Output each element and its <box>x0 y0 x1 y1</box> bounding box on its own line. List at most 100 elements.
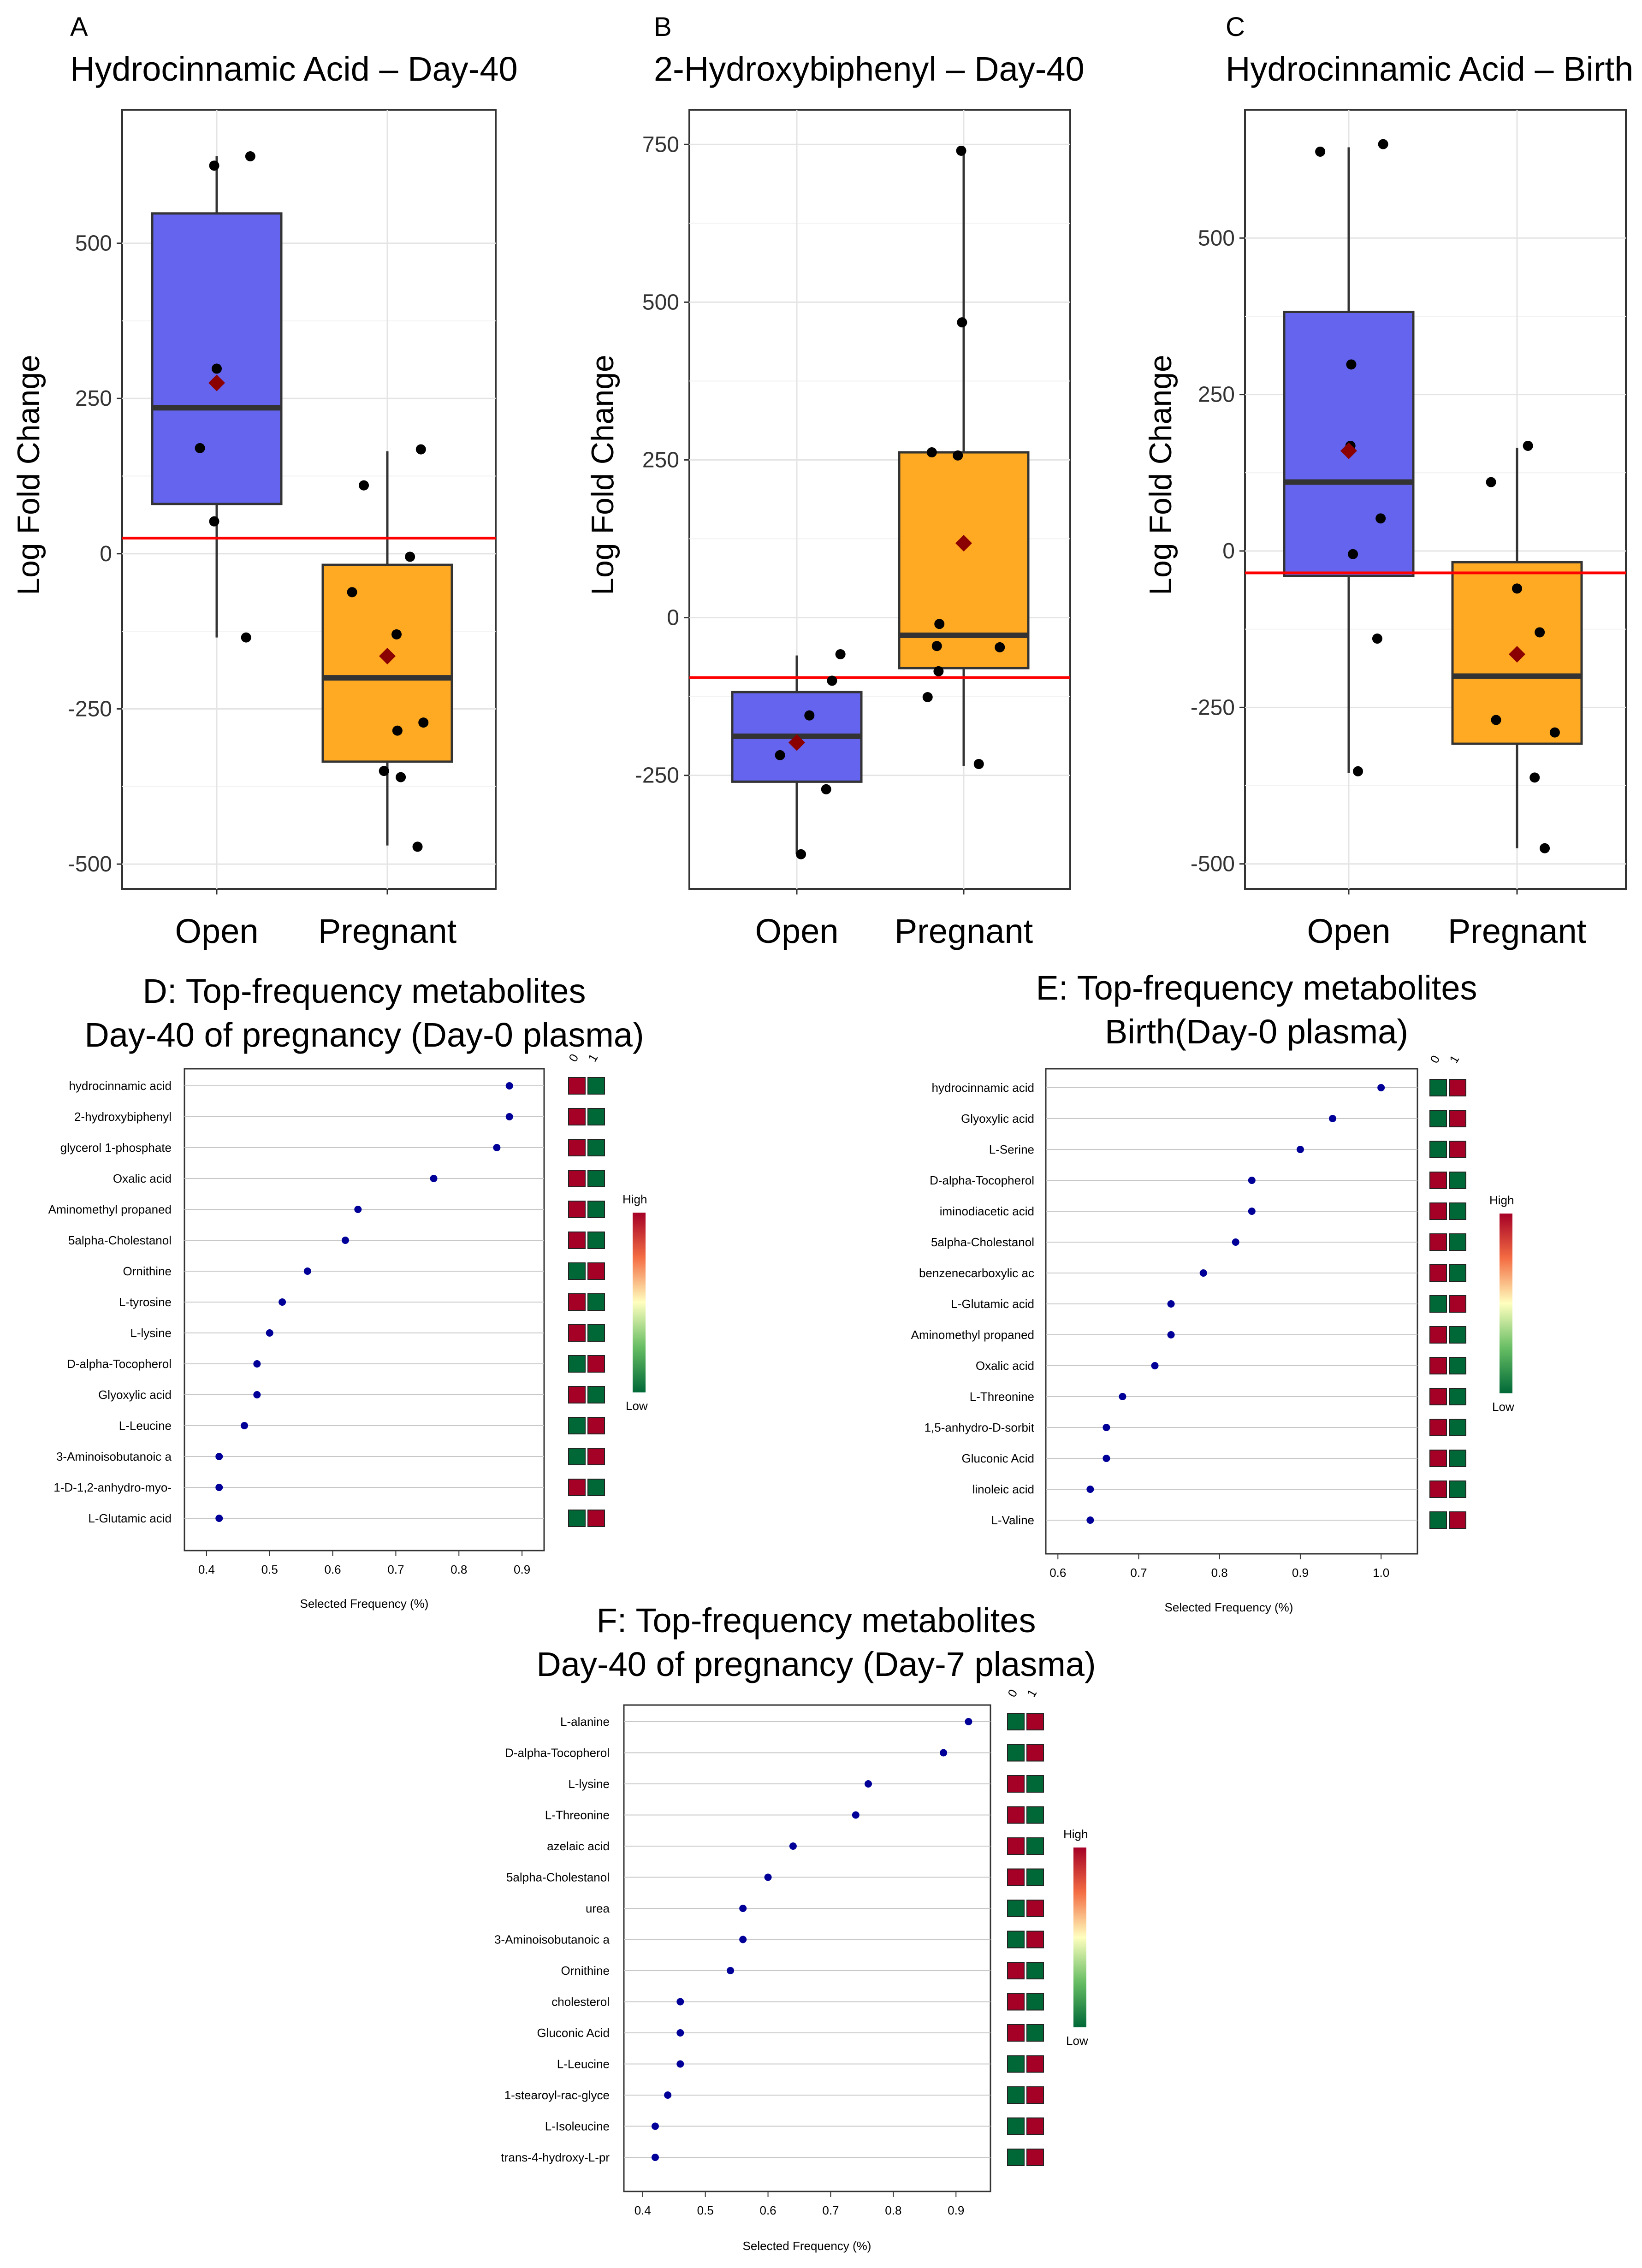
panel-b-data-point <box>973 759 984 770</box>
panel-e-x-tick-label: 0.7 <box>1130 1566 1147 1580</box>
panel-f-title-line-2: Day-40 of pregnancy (Day-7 plasma) <box>536 1645 1096 1683</box>
panel-e-heat-cell <box>1429 1326 1447 1344</box>
panel-c-data-point <box>1486 477 1496 487</box>
panel-e-row-label: L-Threonine <box>970 1390 1034 1403</box>
panel-f-heat-cell <box>1026 2055 1044 2073</box>
panel-b-data-point <box>835 649 846 659</box>
panel-b-mean-marker <box>955 535 972 552</box>
panel-c-data-point <box>1375 513 1386 524</box>
panel-e-heat-cell <box>1429 1388 1447 1405</box>
panel-a-data-point <box>379 766 389 776</box>
panel-f-row-label: Gluconic Acid <box>537 2026 610 2040</box>
panel-a-data-point <box>405 551 415 562</box>
panel-e-row-dot <box>1248 1177 1256 1184</box>
panel-f-heat-col-0: 0 <box>1005 1687 1020 1700</box>
panel-f-row-label: trans-4-hydroxy-L-pr <box>501 2150 610 2164</box>
panel-e-row-dot <box>1232 1238 1239 1246</box>
panel-d-dotplot: D: Top-frequency metabolites Day-40 of p… <box>48 972 648 1611</box>
panel-b-box-1 <box>898 451 1030 669</box>
panel-c-y-tick-label: 250 <box>1198 383 1235 407</box>
panel-a-data-point <box>412 841 423 852</box>
panel-d-heat-cell <box>587 1324 605 1342</box>
panel-e-row-dot <box>1119 1393 1126 1400</box>
panel-d-x-tick-label: 0.7 <box>387 1563 404 1576</box>
panel-f-dotplot: F: Top-frequency metabolites Day-40 of p… <box>494 1601 1096 2253</box>
panel-b-mean-marker <box>788 734 805 751</box>
panel-e-heat-cell <box>1449 1450 1466 1467</box>
panel-f-x-tick-label: 0.5 <box>697 2203 714 2217</box>
panel-f-row-label: L-Threonine <box>545 1808 610 1822</box>
panel-d-heat-cell <box>568 1139 586 1156</box>
panel-b-category-pregnant: Pregnant <box>895 912 1033 950</box>
panel-d-row-dot <box>354 1206 362 1213</box>
panel-d-heat-cell <box>587 1417 605 1434</box>
panel-d-row-label: Oxalic acid <box>113 1172 172 1185</box>
panel-f-row-dot <box>852 1811 860 1819</box>
panel-f-row-label: 3-Aminoisobutanoic a <box>494 1933 610 1947</box>
panel-b-y-tick-label: 750 <box>642 132 679 157</box>
panel-d-row-label: 3-Aminoisobutanoic a <box>56 1450 172 1463</box>
panel-e-legend-colorbar <box>1500 1214 1512 1393</box>
panel-c-data-point <box>1535 627 1545 638</box>
panel-a-mean-marker <box>208 374 225 391</box>
panel-d-heat-cell <box>568 1232 586 1249</box>
panel-f-x-tick-label: 0.7 <box>822 2203 839 2217</box>
panel-e-heat-cell <box>1429 1141 1447 1158</box>
panel-f-row-label: L-alanine <box>560 1715 610 1729</box>
panel-e-x-tick-label: 0.8 <box>1211 1566 1228 1580</box>
panel-e-heat-cell <box>1429 1079 1447 1096</box>
panel-d-heat-cell <box>587 1108 605 1125</box>
panel-e-row-dot <box>1086 1516 1094 1524</box>
panel-d-row-label: L-lysine <box>130 1326 172 1340</box>
panel-c-data-point <box>1378 139 1388 149</box>
panel-e-heat-cell <box>1429 1264 1447 1282</box>
panel-e-row-label: L-Glutamic acid <box>951 1297 1034 1311</box>
panel-d-row-label: 5alpha-Cholestanol <box>68 1233 172 1247</box>
panel-a-y-tick-label: 250 <box>75 386 112 411</box>
panel-f-x-tick-label: 0.6 <box>759 2203 776 2217</box>
panel-d-heat-cell <box>568 1417 586 1434</box>
panel-d-row-label: Glyoxylic acid <box>98 1388 172 1402</box>
panel-d-heat-cell <box>587 1170 605 1187</box>
panel-e-heat-cell <box>1449 1233 1466 1251</box>
panel-e-row-dot <box>1377 1084 1385 1091</box>
panel-e-heat-cell <box>1449 1264 1466 1282</box>
panel-e-row-label: linoleic acid <box>972 1482 1034 1496</box>
panel-f-row-dot <box>651 2154 659 2161</box>
panel-e-heat-cell <box>1449 1511 1466 1529</box>
panel-d-x-tick-label: 0.4 <box>198 1563 215 1576</box>
panel-f-row-label: 5alpha-Cholestanol <box>506 1871 610 1884</box>
panel-d-row-label: hydrocinnamic acid <box>69 1079 172 1093</box>
panel-e-plot-area <box>1045 1068 1418 1555</box>
panel-f-heat-cell <box>1007 2149 1025 2166</box>
panel-f-row-dot <box>940 1749 948 1757</box>
panel-f-rows: L-alanine D-alpha-Tocopherol L-lysine L-Thr… <box>494 1715 990 2164</box>
panel-d-row-dot <box>253 1360 261 1368</box>
panel-d-row-dot <box>215 1515 223 1522</box>
panel-f-row-dot <box>664 2091 672 2099</box>
panel-b-letter: B <box>654 12 672 42</box>
panel-f-heat-cell <box>1007 2024 1025 2042</box>
panel-a-category-pregnant: Pregnant <box>318 912 457 950</box>
panel-a-data-point <box>396 772 406 782</box>
panel-c-letter: C <box>1226 12 1245 42</box>
panel-d-heat-cell <box>587 1201 605 1218</box>
panel-e-row-label: Gluconic Acid <box>961 1451 1034 1465</box>
panel-d-heatmap <box>568 1077 605 1527</box>
panel-e-title-line-1: E: Top-frequency metabolites <box>1036 969 1477 1007</box>
panel-f-row-label: 1-stearoyl-rac-glyce <box>504 2088 610 2102</box>
panel-a-data-point <box>415 444 426 455</box>
panel-b-y-tick-label: 0 <box>667 606 679 630</box>
panel-e-heat-cell <box>1449 1480 1466 1498</box>
panel-a-y-tick-label: 500 <box>75 231 112 256</box>
panel-f-heat-cell <box>1007 1993 1025 2011</box>
panel-f-heat-cell <box>1026 1837 1044 1855</box>
panel-b-data-point <box>957 317 967 328</box>
panel-f-heat-cell <box>1007 1775 1025 1793</box>
panel-d-heat-cell <box>568 1324 586 1342</box>
panel-c-data-point <box>1540 843 1550 853</box>
panel-a-box-0 <box>151 212 283 505</box>
panel-f-row-label: azelaic acid <box>547 1839 610 1853</box>
panel-e-heat-col-0: 0 <box>1427 1053 1442 1066</box>
panel-e-heat-cell <box>1449 1079 1466 1096</box>
